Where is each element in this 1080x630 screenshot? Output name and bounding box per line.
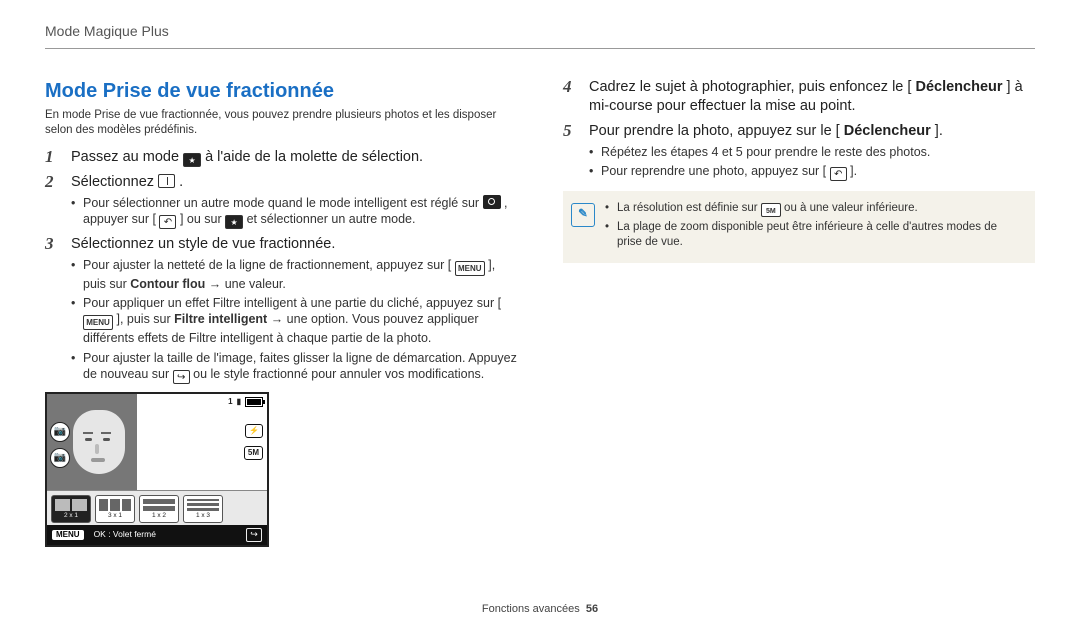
substep-text: ], puis sur bbox=[116, 312, 174, 326]
note-box: ✎ La résolution est définie sur ou à une… bbox=[563, 191, 1035, 263]
menu-icon: MENU bbox=[455, 261, 485, 276]
footer-label: Fonctions avancées bbox=[482, 603, 580, 615]
step-text: Pour prendre la photo, appuyez sur le [ bbox=[589, 123, 840, 139]
split-shot-icon bbox=[158, 174, 175, 188]
resolution-badge: 5M bbox=[244, 446, 263, 460]
flash-icon: ⚡ bbox=[245, 424, 263, 438]
layout-option: 2 x 1 bbox=[51, 495, 91, 523]
back-icon bbox=[159, 215, 176, 229]
back-icon bbox=[830, 167, 847, 181]
substep-text: ] ou sur bbox=[180, 212, 225, 226]
step-number: 3 bbox=[45, 233, 54, 255]
step-text: à l'aide de la molette de sélection. bbox=[205, 149, 423, 165]
smart-mode-icon bbox=[483, 195, 501, 209]
bold-term: Contour flou bbox=[130, 277, 205, 291]
step-number: 2 bbox=[45, 171, 54, 193]
section-intro: En mode Prise de vue fractionnée, vous p… bbox=[45, 108, 517, 138]
step-text: Passez au mode bbox=[71, 149, 183, 165]
forward-icon: ↪ bbox=[246, 528, 262, 542]
menu-label: MENU bbox=[52, 530, 84, 540]
shot-count: 1 bbox=[228, 397, 232, 407]
substep-text: et sélectionner un autre mode. bbox=[247, 212, 416, 226]
step-text: . bbox=[179, 174, 183, 190]
bold-term: Filtre intelligent bbox=[174, 312, 267, 326]
note-text: La résolution est définie sur bbox=[617, 202, 761, 214]
substep-text: ou le style fractionné pour annuler vos … bbox=[193, 367, 484, 381]
substep-text: Répétez les étapes 4 et 5 pour prendre l… bbox=[589, 144, 1035, 160]
substep-text: → une valeur. bbox=[209, 277, 286, 291]
menu-icon: MENU bbox=[83, 315, 113, 330]
substep-text: Pour reprendre une photo, appuyez sur [ bbox=[601, 164, 826, 178]
battery-icon bbox=[245, 397, 263, 407]
mode-dial-icon bbox=[183, 153, 201, 167]
breadcrumb: Mode Magique Plus bbox=[45, 22, 169, 40]
note-text: ou à une valeur inférieure. bbox=[784, 202, 918, 214]
page-footer: Fonctions avancées 56 bbox=[0, 602, 1080, 616]
layout-option: 1 x 3 bbox=[183, 495, 223, 523]
note-text: La plage de zoom disponible peut être in… bbox=[605, 220, 1025, 250]
bold-term: Déclencheur bbox=[915, 79, 1002, 95]
substep-text: Pour sélectionner un autre mode quand le… bbox=[83, 196, 483, 210]
forward-icon bbox=[173, 370, 190, 384]
bold-term: Déclencheur bbox=[844, 123, 931, 139]
note-icon: ✎ bbox=[571, 203, 595, 227]
step-number: 4 bbox=[563, 76, 572, 98]
ok-hint: OK : Volet fermé bbox=[94, 529, 156, 540]
step-text: Sélectionnez bbox=[71, 174, 158, 190]
substep-text: ]. bbox=[850, 164, 857, 178]
mode-dial-icon bbox=[225, 215, 243, 229]
step-text: Sélectionnez un style de vue fractionnée… bbox=[71, 236, 335, 252]
step-number: 5 bbox=[563, 120, 572, 142]
step-number: 1 bbox=[45, 146, 54, 168]
section-title: Mode Prise de vue fractionnée bbox=[45, 78, 517, 104]
substep-text: Pour appliquer un effet Filtre intellige… bbox=[83, 296, 501, 310]
layout-option: 3 x 1 bbox=[95, 495, 135, 523]
step-text: ]. bbox=[935, 123, 943, 139]
camera-button-icon: 📷 bbox=[50, 422, 70, 442]
divider bbox=[45, 48, 1035, 49]
substep-text: Pour ajuster la netteté de la ligne de f… bbox=[83, 258, 451, 272]
resolution-badge bbox=[761, 203, 781, 217]
camera-screen-mockup: 📷 📷 1 ▮ ⚡ 5M bbox=[45, 392, 269, 547]
page-number: 56 bbox=[586, 603, 598, 615]
card-icon: ▮ bbox=[237, 397, 241, 407]
camera-button-icon: 📷 bbox=[50, 448, 70, 468]
layout-option: 1 x 2 bbox=[139, 495, 179, 523]
step-text: Cadrez le sujet à photographier, puis en… bbox=[589, 79, 911, 95]
